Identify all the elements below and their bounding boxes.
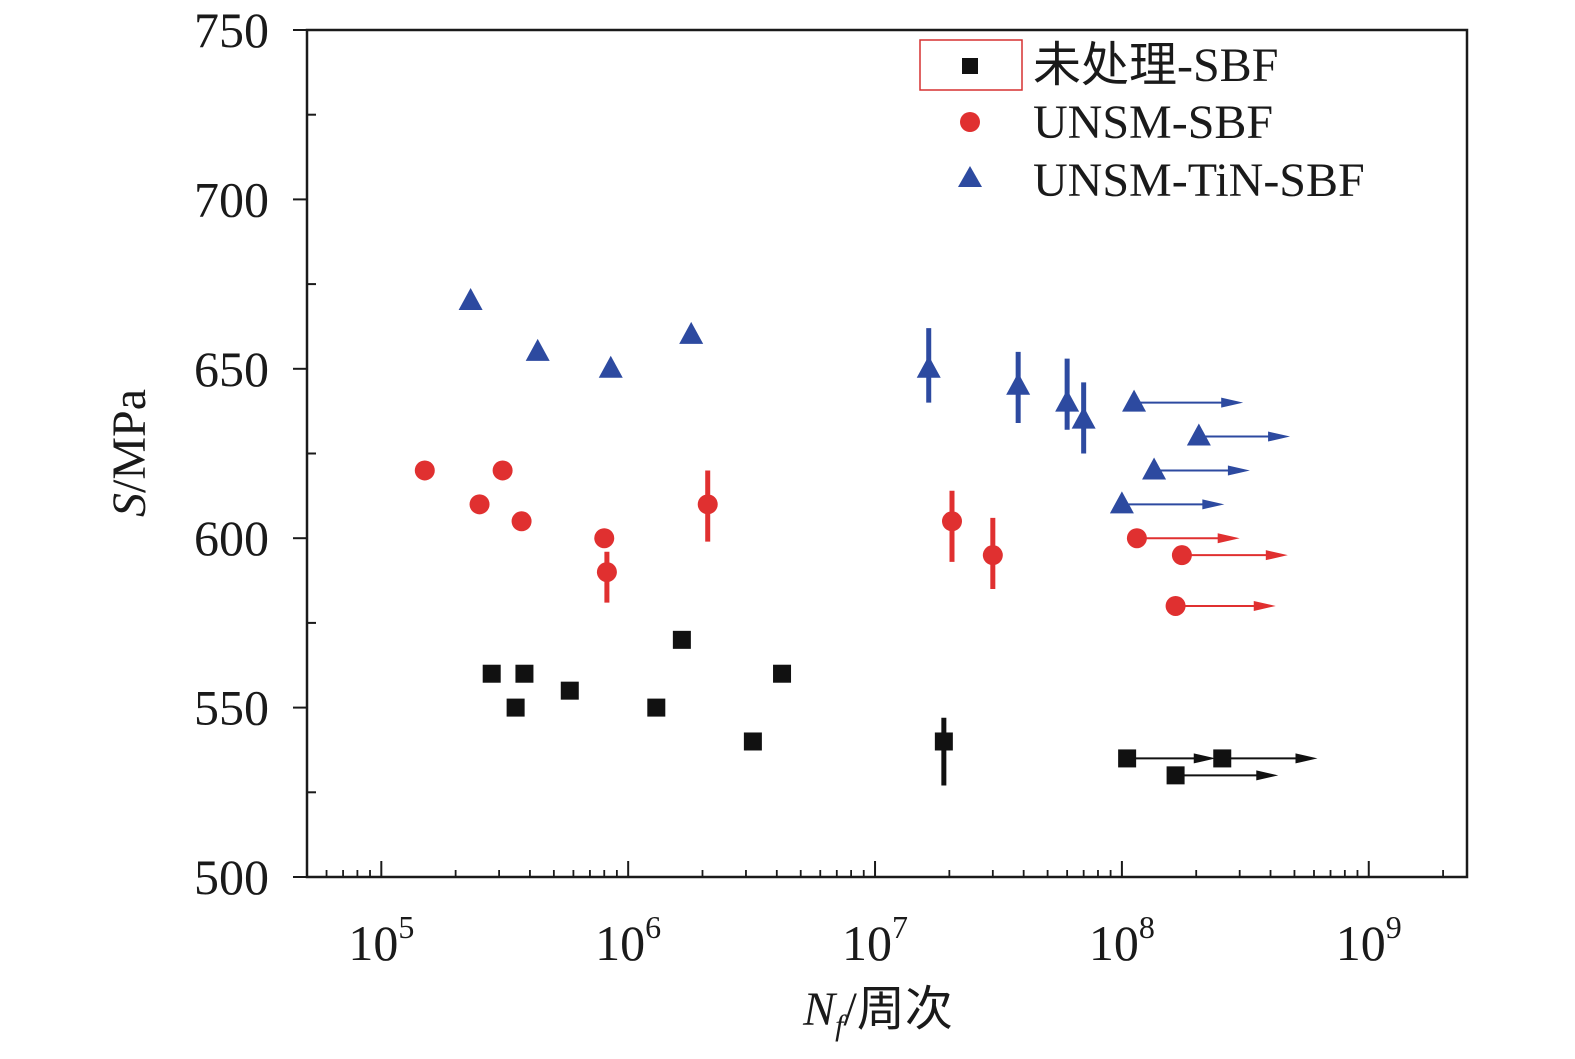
- y-tick-label: 500: [194, 849, 269, 905]
- data-layer: [414, 288, 1318, 786]
- data-point-triangle: [1055, 389, 1080, 412]
- y-tick-label: 750: [194, 2, 269, 58]
- y-tick-label: 550: [194, 680, 269, 736]
- data-point-triangle: [525, 338, 550, 361]
- data-point-square: [1118, 749, 1137, 768]
- runout-arrow-head: [1193, 753, 1216, 764]
- runout-arrow-head: [1253, 600, 1276, 611]
- data-point-square: [560, 681, 579, 700]
- legend: 未处理-SBF UNSM-SBF UNSM-TiN-SBF: [919, 39, 1365, 207]
- data-point-circle: [697, 494, 718, 515]
- data-point-square: [482, 664, 501, 683]
- y-tick-label: 650: [194, 341, 269, 397]
- y-tick-label: 700: [194, 171, 269, 227]
- data-point-circle: [511, 511, 532, 532]
- legend-marker-unsm: [960, 112, 980, 132]
- data-point-triangle: [1109, 491, 1134, 514]
- runout-arrow-head: [1295, 753, 1318, 764]
- data-point-triangle: [916, 355, 941, 378]
- data-point-circle: [492, 460, 513, 481]
- data-point-square: [515, 664, 534, 683]
- y-axis-title: S/MPa: [103, 389, 156, 517]
- data-point-square: [672, 630, 691, 649]
- data-point-circle: [469, 494, 490, 515]
- data-point-triangle: [598, 355, 623, 378]
- y-tick-label: 600: [194, 510, 269, 566]
- x-tick-label: 108: [1089, 909, 1155, 971]
- runout-arrow-head: [1265, 550, 1288, 561]
- data-point-square: [647, 698, 666, 717]
- data-point-circle: [596, 562, 617, 583]
- axis-ticks: [293, 29, 1444, 878]
- data-point-circle: [594, 528, 615, 549]
- data-point-triangle: [1142, 457, 1167, 480]
- data-point-square: [773, 664, 792, 683]
- data-point-circle: [941, 511, 962, 532]
- data-point-triangle: [1186, 423, 1211, 446]
- series-triangle: [458, 288, 1291, 514]
- data-point-square: [506, 698, 525, 717]
- data-point-square: [1213, 749, 1232, 768]
- data-point-circle: [1165, 595, 1186, 616]
- runout-arrow-head: [1217, 533, 1240, 544]
- runout-arrow-head: [1227, 465, 1250, 476]
- data-point-triangle: [1122, 389, 1147, 412]
- data-point-circle: [414, 460, 435, 481]
- legend-label-untreated: 未处理-SBF: [1033, 39, 1278, 92]
- legend-label-unsm: UNSM-SBF: [1033, 96, 1273, 149]
- series-square: [482, 630, 1318, 786]
- data-point-triangle: [458, 288, 483, 311]
- data-point-square: [1166, 766, 1185, 785]
- y-tick-labels: 500 550 600 650 700 750: [194, 2, 269, 905]
- legend-label-unsm-tin: UNSM-TiN-SBF: [1033, 154, 1365, 207]
- series-circle: [414, 460, 1288, 616]
- x-tick-label: 109: [1336, 909, 1402, 971]
- data-point-circle: [982, 545, 1003, 566]
- legend-selection-box: [919, 39, 1023, 91]
- x-axis-title: Nf/周次: [802, 983, 953, 1042]
- data-point-square: [743, 732, 762, 751]
- runout-arrow-head: [1202, 499, 1225, 510]
- x-tick-labels: 105 106 107 108 109: [348, 909, 1401, 971]
- data-point-circle: [1126, 528, 1147, 549]
- legend-marker-unsm-tin: [958, 166, 982, 187]
- runout-arrow-head: [1256, 770, 1279, 781]
- x-tick-label: 106: [595, 909, 661, 971]
- data-point-circle: [1171, 545, 1192, 566]
- data-point-triangle: [679, 321, 704, 344]
- data-point-triangle: [1071, 406, 1096, 429]
- x-tick-label: 105: [348, 909, 414, 971]
- x-tick-label: 107: [842, 909, 908, 971]
- runout-arrow-head: [1221, 397, 1244, 408]
- legend-marker-untreated: [962, 58, 978, 74]
- data-point-triangle: [1006, 372, 1031, 395]
- data-point-square: [934, 732, 953, 751]
- runout-arrow-head: [1268, 431, 1291, 442]
